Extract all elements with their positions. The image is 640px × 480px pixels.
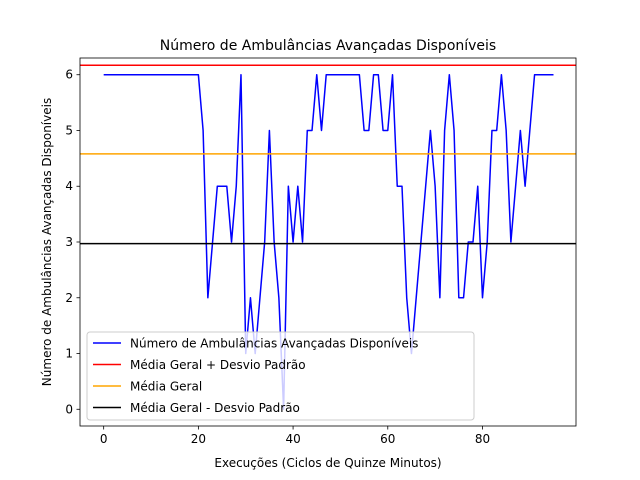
y-tick-label: 2: [65, 291, 73, 305]
x-axis-label: Execuções (Ciclos de Quinze Minutos): [214, 456, 441, 470]
y-tick-label: 3: [65, 235, 73, 249]
legend-entry: Número de Ambulâncias Avançadas Disponív…: [130, 337, 418, 351]
x-tick-label: 0: [100, 432, 108, 446]
plot-area: 0 20 40 60 80 0 1 2 3 4 5 6 Número de Ambulâncias Av…: [65, 57, 577, 446]
y-tick-label: 1: [65, 347, 73, 361]
legend-entry: Média Geral + Desvio Padrão: [130, 358, 306, 372]
series-line-availability: [103, 73, 554, 411]
y-tick-label: 4: [65, 179, 73, 193]
x-tick-label: 80: [475, 432, 490, 446]
y-tick-label: 6: [65, 68, 73, 82]
x-tick-label: 20: [191, 432, 206, 446]
y-axis-label: Número de Ambulâncias Avançadas Disponív…: [40, 98, 54, 386]
legend-entry: Média Geral - Desvio Padrão: [130, 401, 300, 415]
x-tick-label: 60: [380, 432, 395, 446]
legend-box: [86, 331, 475, 421]
legend-entry: Média Geral: [130, 380, 202, 394]
x-tick-label: 40: [285, 432, 300, 446]
y-tick-label: 5: [65, 123, 73, 137]
y-tick-label: 0: [65, 402, 73, 416]
legend: Número de Ambulâncias Avançadas Disponív…: [86, 331, 475, 421]
chart-title: Número de Ambulâncias Avançadas Disponív…: [160, 38, 496, 54]
